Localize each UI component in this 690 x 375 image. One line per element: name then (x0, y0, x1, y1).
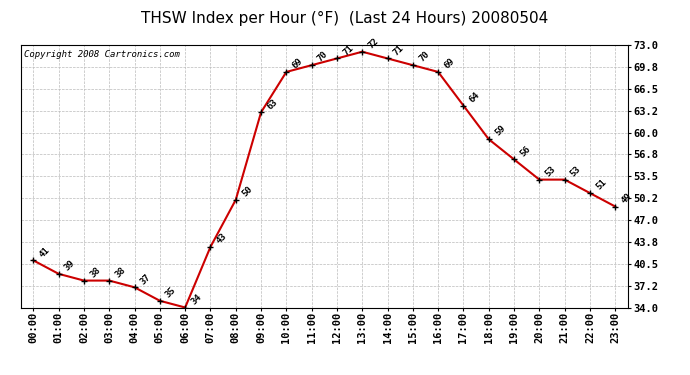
Text: 50: 50 (240, 184, 254, 198)
Text: THSW Index per Hour (°F)  (Last 24 Hours) 20080504: THSW Index per Hour (°F) (Last 24 Hours)… (141, 11, 549, 26)
Text: 70: 70 (316, 50, 330, 64)
Text: 63: 63 (265, 97, 279, 111)
Text: 71: 71 (341, 43, 355, 57)
Text: 53: 53 (544, 164, 558, 178)
Text: 41: 41 (37, 245, 52, 259)
Text: 72: 72 (366, 36, 380, 50)
Text: 38: 38 (88, 265, 102, 279)
Text: 37: 37 (139, 272, 152, 286)
Text: 35: 35 (164, 285, 178, 299)
Text: 56: 56 (518, 144, 532, 158)
Text: 39: 39 (63, 258, 77, 273)
Text: 43: 43 (215, 232, 228, 246)
Text: Copyright 2008 Cartronics.com: Copyright 2008 Cartronics.com (23, 50, 179, 59)
Text: 69: 69 (290, 57, 304, 70)
Text: 59: 59 (493, 124, 507, 138)
Text: 49: 49 (620, 191, 633, 205)
Text: 38: 38 (113, 265, 128, 279)
Text: 53: 53 (569, 164, 583, 178)
Text: 71: 71 (392, 43, 406, 57)
Text: 51: 51 (594, 178, 608, 192)
Text: 70: 70 (417, 50, 431, 64)
Text: 64: 64 (468, 90, 482, 104)
Text: 69: 69 (442, 57, 456, 70)
Text: 34: 34 (189, 292, 204, 306)
